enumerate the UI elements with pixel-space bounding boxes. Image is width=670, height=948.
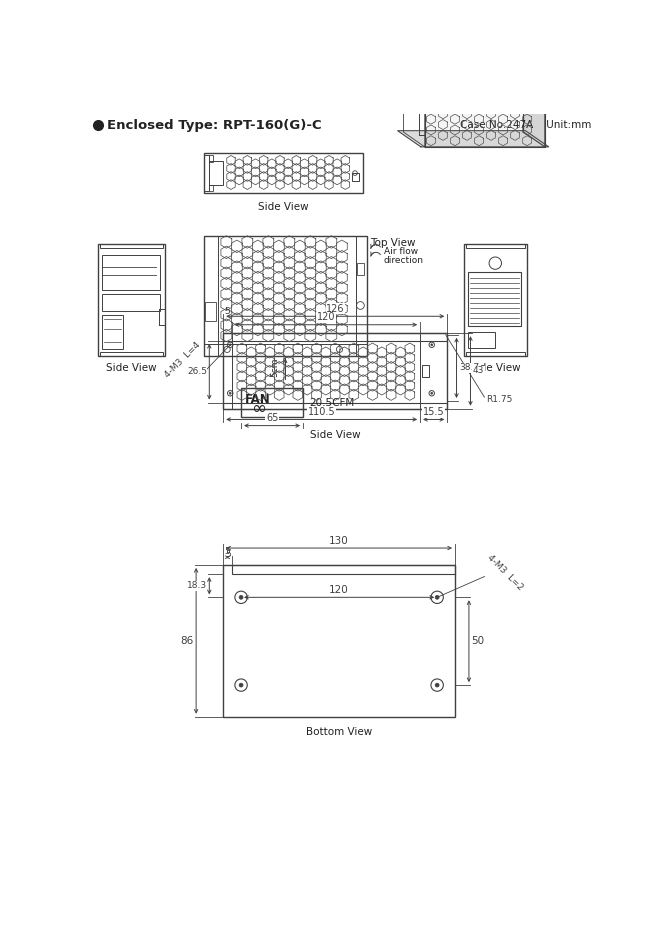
Bar bbox=[204, 236, 366, 356]
Text: Side View: Side View bbox=[106, 363, 157, 374]
Text: 38.7: 38.7 bbox=[459, 363, 479, 373]
Bar bbox=[241, 388, 303, 417]
Text: 43: 43 bbox=[473, 367, 484, 375]
Polygon shape bbox=[403, 66, 545, 82]
Text: Top View: Top View bbox=[370, 238, 415, 247]
Circle shape bbox=[436, 595, 439, 599]
Bar bbox=[223, 333, 448, 341]
Circle shape bbox=[431, 392, 433, 394]
Circle shape bbox=[229, 392, 231, 394]
Bar bbox=[223, 333, 448, 409]
Polygon shape bbox=[425, 82, 545, 147]
Text: 5: 5 bbox=[224, 307, 230, 316]
Bar bbox=[468, 333, 495, 348]
Bar bbox=[464, 244, 527, 356]
Text: 5: 5 bbox=[225, 550, 231, 558]
Text: 130: 130 bbox=[329, 536, 349, 546]
Text: 120: 120 bbox=[317, 313, 335, 322]
Text: 50: 50 bbox=[471, 636, 484, 647]
Bar bbox=[232, 565, 455, 574]
Circle shape bbox=[239, 595, 243, 599]
Bar bbox=[352, 173, 359, 181]
Text: ∞: ∞ bbox=[251, 400, 265, 418]
Bar bbox=[466, 352, 525, 356]
Text: 26.5: 26.5 bbox=[187, 367, 207, 376]
Text: 5cm: 5cm bbox=[270, 357, 279, 377]
Text: Side View: Side View bbox=[258, 202, 309, 212]
Circle shape bbox=[436, 684, 439, 687]
Text: Side View: Side View bbox=[310, 430, 360, 440]
Bar bbox=[102, 315, 123, 350]
Text: Enclosed Type: RPT-160(G)-C: Enclosed Type: RPT-160(G)-C bbox=[107, 118, 322, 132]
Bar bbox=[468, 272, 521, 326]
Text: Bottom View: Bottom View bbox=[306, 727, 373, 738]
Bar bbox=[223, 565, 455, 717]
Text: 110.5: 110.5 bbox=[308, 407, 336, 417]
Text: 65: 65 bbox=[266, 413, 278, 424]
Polygon shape bbox=[397, 131, 549, 147]
Circle shape bbox=[229, 344, 231, 346]
Text: direction: direction bbox=[384, 256, 423, 265]
Bar bbox=[100, 244, 163, 247]
Bar bbox=[102, 255, 159, 290]
Bar bbox=[209, 161, 223, 186]
Bar bbox=[204, 155, 209, 191]
Bar bbox=[209, 155, 213, 161]
Text: Side View: Side View bbox=[470, 363, 521, 374]
Bar bbox=[102, 294, 159, 311]
Bar bbox=[209, 185, 213, 191]
Circle shape bbox=[239, 684, 243, 687]
Text: Case No.247A    Unit:mm: Case No.247A Unit:mm bbox=[460, 120, 592, 130]
Bar bbox=[356, 236, 366, 356]
Text: 126: 126 bbox=[326, 304, 344, 314]
Text: 120: 120 bbox=[329, 585, 349, 595]
Text: R1.75: R1.75 bbox=[486, 395, 513, 404]
Text: 4-M3  L=2: 4-M3 L=2 bbox=[486, 553, 525, 592]
Bar bbox=[206, 301, 216, 320]
Text: 20.5CFM: 20.5CFM bbox=[310, 397, 354, 408]
Text: Air flow: Air flow bbox=[384, 247, 418, 256]
Text: 18.3: 18.3 bbox=[187, 581, 207, 591]
Text: FAN: FAN bbox=[245, 392, 271, 406]
Bar bbox=[357, 264, 364, 275]
Bar bbox=[204, 344, 366, 356]
Circle shape bbox=[431, 344, 433, 346]
Bar bbox=[204, 236, 218, 356]
Bar bbox=[100, 352, 163, 356]
Text: 15.5: 15.5 bbox=[423, 407, 444, 417]
Bar bbox=[223, 403, 448, 409]
Text: 86: 86 bbox=[180, 636, 194, 646]
Bar bbox=[421, 365, 429, 377]
Bar bbox=[98, 244, 165, 356]
Text: 5: 5 bbox=[224, 547, 230, 556]
Bar bbox=[466, 244, 525, 247]
Bar bbox=[204, 153, 362, 193]
Text: 4-M3  L=4: 4-M3 L=4 bbox=[163, 339, 202, 379]
Polygon shape bbox=[523, 66, 545, 147]
